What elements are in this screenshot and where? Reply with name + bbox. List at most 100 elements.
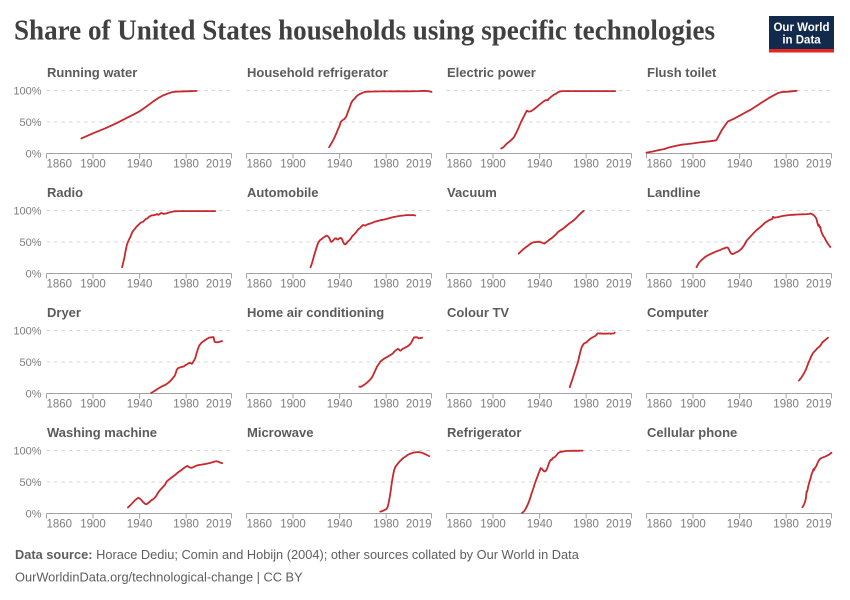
svg-text:1980: 1980	[173, 399, 199, 411]
svg-text:0%: 0%	[26, 509, 42, 521]
svg-text:Home air conditioning: Home air conditioning	[247, 305, 384, 320]
svg-text:2019: 2019	[406, 279, 432, 291]
svg-text:1860: 1860	[447, 519, 473, 531]
svg-text:50%: 50%	[19, 357, 41, 369]
svg-text:1940: 1940	[727, 519, 753, 531]
svg-text:Radio: Radio	[47, 185, 83, 200]
svg-text:1980: 1980	[373, 519, 399, 531]
svg-text:1940: 1940	[127, 159, 153, 171]
svg-text:2019: 2019	[606, 399, 632, 411]
svg-text:1860: 1860	[647, 159, 673, 171]
svg-text:100%: 100%	[13, 86, 41, 98]
svg-text:Running water: Running water	[47, 65, 137, 80]
svg-text:1900: 1900	[280, 279, 306, 291]
svg-text:2019: 2019	[606, 279, 632, 291]
svg-text:1900: 1900	[280, 159, 306, 171]
svg-text:1940: 1940	[527, 519, 553, 531]
svg-text:2019: 2019	[606, 159, 632, 171]
svg-text:1980: 1980	[573, 519, 599, 531]
svg-text:1860: 1860	[647, 279, 673, 291]
svg-text:1940: 1940	[327, 279, 353, 291]
svg-text:1980: 1980	[173, 279, 199, 291]
svg-text:2019: 2019	[206, 159, 232, 171]
svg-text:1900: 1900	[680, 519, 706, 531]
svg-text:1980: 1980	[773, 159, 799, 171]
svg-text:50%: 50%	[19, 237, 41, 249]
svg-text:Computer: Computer	[647, 305, 708, 320]
svg-text:0%: 0%	[26, 389, 42, 401]
svg-text:Data source: Horace Dediu; Com: Data source: Horace Dediu; Comin and Hob…	[15, 547, 580, 562]
svg-text:in Data: in Data	[782, 35, 821, 47]
svg-text:1860: 1860	[447, 279, 473, 291]
svg-text:2019: 2019	[406, 519, 432, 531]
svg-text:100%: 100%	[13, 326, 41, 338]
svg-text:Automobile: Automobile	[247, 185, 319, 200]
svg-text:100%: 100%	[13, 206, 41, 218]
svg-text:1980: 1980	[773, 279, 799, 291]
svg-text:Dryer: Dryer	[47, 305, 81, 320]
svg-text:2019: 2019	[606, 519, 632, 531]
svg-text:1860: 1860	[647, 519, 673, 531]
svg-text:1940: 1940	[727, 159, 753, 171]
svg-text:Our World: Our World	[773, 22, 829, 34]
svg-text:1900: 1900	[80, 399, 106, 411]
svg-text:1900: 1900	[480, 279, 506, 291]
svg-text:2019: 2019	[206, 399, 232, 411]
svg-text:1860: 1860	[247, 519, 273, 531]
svg-text:1860: 1860	[47, 519, 73, 531]
svg-text:1980: 1980	[373, 159, 399, 171]
svg-text:2019: 2019	[206, 519, 232, 531]
svg-text:1900: 1900	[680, 279, 706, 291]
svg-text:1860: 1860	[47, 159, 73, 171]
svg-text:1940: 1940	[727, 279, 753, 291]
svg-text:1980: 1980	[573, 399, 599, 411]
svg-text:1980: 1980	[773, 519, 799, 531]
svg-text:Share of United States househo: Share of United States households using …	[14, 15, 715, 47]
svg-text:2019: 2019	[406, 159, 432, 171]
svg-text:2019: 2019	[806, 399, 832, 411]
svg-text:1940: 1940	[527, 279, 553, 291]
svg-text:1980: 1980	[773, 399, 799, 411]
svg-text:1900: 1900	[80, 159, 106, 171]
svg-text:1860: 1860	[47, 399, 73, 411]
svg-text:1940: 1940	[727, 399, 753, 411]
svg-text:Microwave: Microwave	[247, 425, 313, 440]
svg-text:1980: 1980	[173, 159, 199, 171]
svg-text:1980: 1980	[173, 519, 199, 531]
svg-text:1940: 1940	[127, 279, 153, 291]
svg-text:0%: 0%	[26, 149, 42, 161]
svg-text:1980: 1980	[573, 279, 599, 291]
svg-text:1900: 1900	[480, 399, 506, 411]
svg-text:Household refrigerator: Household refrigerator	[247, 65, 388, 80]
svg-text:1900: 1900	[280, 519, 306, 531]
svg-text:Cellular phone: Cellular phone	[647, 425, 737, 440]
svg-text:100%: 100%	[13, 446, 41, 458]
svg-text:1940: 1940	[327, 519, 353, 531]
svg-text:1860: 1860	[247, 279, 273, 291]
svg-text:1940: 1940	[327, 399, 353, 411]
svg-text:1940: 1940	[127, 399, 153, 411]
svg-text:1860: 1860	[247, 399, 273, 411]
svg-text:Refrigerator: Refrigerator	[447, 425, 521, 440]
svg-text:1900: 1900	[480, 159, 506, 171]
svg-text:50%: 50%	[19, 477, 41, 489]
svg-text:Vacuum: Vacuum	[447, 185, 497, 200]
svg-text:Colour TV: Colour TV	[447, 305, 509, 320]
svg-text:1860: 1860	[647, 399, 673, 411]
svg-text:1980: 1980	[573, 159, 599, 171]
svg-text:2019: 2019	[806, 519, 832, 531]
svg-text:2019: 2019	[806, 279, 832, 291]
svg-text:Washing machine: Washing machine	[47, 425, 157, 440]
svg-text:2019: 2019	[806, 159, 832, 171]
svg-text:1900: 1900	[680, 399, 706, 411]
svg-text:1940: 1940	[127, 519, 153, 531]
svg-text:2019: 2019	[406, 399, 432, 411]
svg-text:1900: 1900	[80, 279, 106, 291]
svg-text:1940: 1940	[527, 159, 553, 171]
svg-text:OurWorldinData.org/technologic: OurWorldinData.org/technological-change …	[15, 570, 303, 585]
svg-text:0%: 0%	[26, 269, 42, 281]
svg-text:1860: 1860	[447, 159, 473, 171]
svg-text:1940: 1940	[327, 159, 353, 171]
svg-text:1940: 1940	[527, 399, 553, 411]
svg-text:1980: 1980	[373, 279, 399, 291]
